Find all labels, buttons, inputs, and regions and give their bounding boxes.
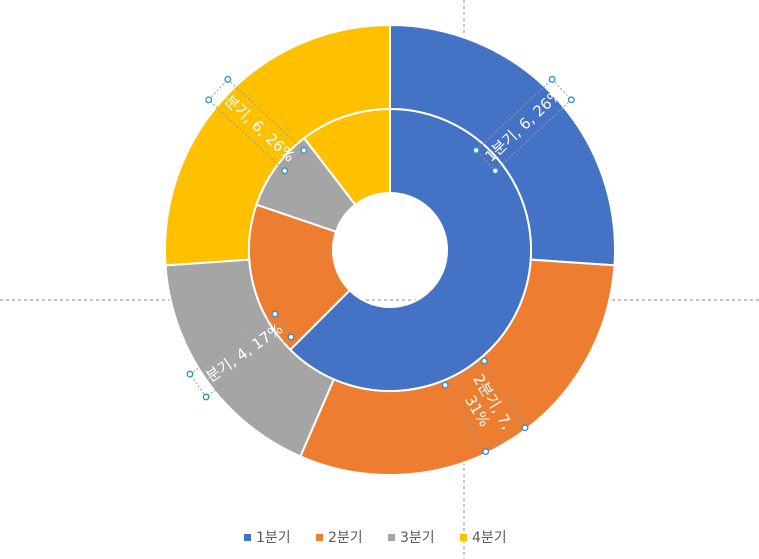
resize-handle[interactable]	[281, 167, 289, 175]
resize-handle[interactable]	[300, 146, 308, 154]
label-box	[444, 360, 526, 453]
legend-label: 3분기	[400, 530, 435, 546]
resize-handle[interactable]	[491, 167, 499, 175]
resize-handle[interactable]	[287, 333, 295, 341]
resize-handle[interactable]	[521, 424, 529, 432]
legend-swatch	[460, 534, 467, 541]
legend-item-3[interactable]: 3분기	[388, 530, 435, 546]
legend-label: 2분기	[328, 530, 363, 546]
resize-handle[interactable]	[224, 75, 232, 83]
legend-swatch	[244, 534, 251, 541]
inner-slice-1[interactable]	[288, 107, 532, 392]
resize-handle[interactable]	[441, 381, 449, 389]
resize-handle[interactable]	[567, 96, 575, 104]
outer-ring	[164, 23, 616, 476]
resize-handle[interactable]	[482, 448, 490, 456]
legend-item-1[interactable]: 1분기	[244, 530, 291, 546]
inner-ring	[248, 107, 532, 392]
resize-handle[interactable]	[202, 393, 210, 401]
legend: 1분기 2분기 3분기 4분기	[244, 530, 507, 546]
legend-label: 1분기	[256, 530, 291, 546]
legend-label: 4분기	[472, 530, 507, 546]
resize-handle[interactable]	[481, 357, 489, 365]
resize-handle[interactable]	[271, 310, 279, 318]
legend-item-4[interactable]: 4분기	[460, 530, 507, 546]
inner-slice-4[interactable]	[302, 107, 391, 207]
resize-handle[interactable]	[186, 370, 194, 378]
resize-handle[interactable]	[472, 146, 480, 154]
legend-swatch	[316, 534, 323, 541]
legend-item-2[interactable]: 2분기	[316, 530, 363, 546]
legend-swatch	[388, 534, 395, 541]
resize-handle[interactable]	[205, 96, 213, 104]
resize-handle[interactable]	[548, 75, 556, 83]
